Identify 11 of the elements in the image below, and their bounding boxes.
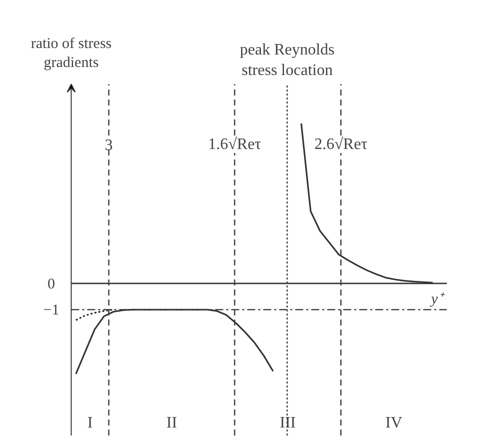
- annotation: I: [87, 414, 93, 432]
- text: peak Reynolds stress location: [240, 42, 335, 79]
- x-axis-title: y⁺: [429, 291, 445, 308]
- y-axis-title: ratio of stress gradients: [30, 36, 112, 72]
- text: 1.6√Reτ: [208, 136, 262, 153]
- text: 3: [104, 136, 113, 154]
- y-tick-label: 0: [47, 276, 55, 292]
- text: 2.6√Reτ: [314, 136, 368, 153]
- y-tick-label: −1: [43, 302, 60, 319]
- annotation: IV: [385, 414, 403, 432]
- annotation: II: [166, 414, 178, 432]
